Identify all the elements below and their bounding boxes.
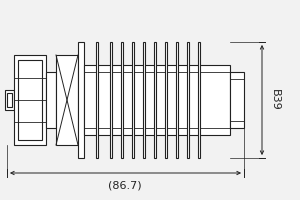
Bar [5,90,14,110]
Bar [78,42,84,158]
Bar [96,42,98,158]
Bar [7,93,12,107]
Bar [143,42,145,158]
Bar [230,72,244,128]
Bar [18,60,42,140]
Bar [84,65,230,135]
Bar [110,42,112,158]
Bar [176,42,178,158]
Bar [165,42,167,158]
Bar [46,72,56,128]
Text: (86.7): (86.7) [108,180,142,190]
Bar [132,42,134,158]
Bar [121,42,123,158]
Bar [187,42,189,158]
Bar [14,55,46,145]
Bar [198,42,200,158]
Bar [154,42,156,158]
Text: Β39: Β39 [270,89,280,111]
Bar [56,55,78,145]
